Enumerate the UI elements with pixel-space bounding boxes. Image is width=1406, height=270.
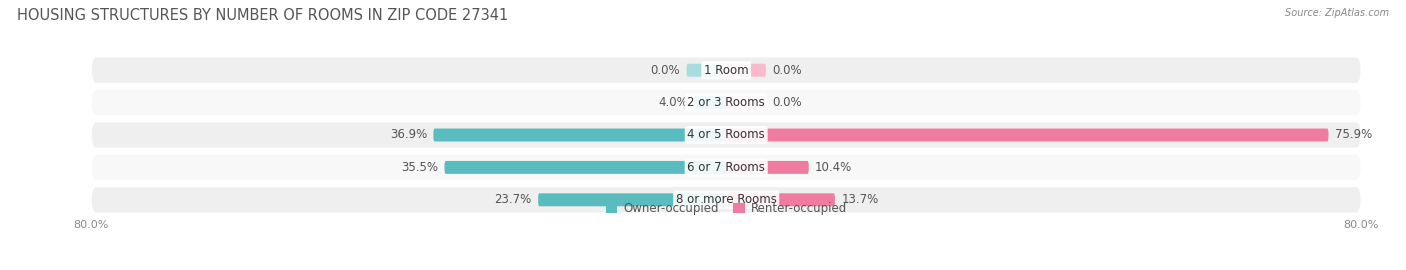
FancyBboxPatch shape [725,64,766,77]
FancyBboxPatch shape [91,187,1361,212]
FancyBboxPatch shape [725,193,835,206]
Text: 36.9%: 36.9% [389,129,427,141]
FancyBboxPatch shape [433,129,725,141]
FancyBboxPatch shape [91,58,1361,83]
Text: 6 or 7 Rooms: 6 or 7 Rooms [688,161,765,174]
Text: 1 Room: 1 Room [704,64,748,77]
Legend: Owner-occupied, Renter-occupied: Owner-occupied, Renter-occupied [600,197,852,220]
FancyBboxPatch shape [725,161,808,174]
Text: 35.5%: 35.5% [401,161,439,174]
Text: 4.0%: 4.0% [658,96,688,109]
Text: Source: ZipAtlas.com: Source: ZipAtlas.com [1285,8,1389,18]
FancyBboxPatch shape [538,193,725,206]
FancyBboxPatch shape [686,64,725,77]
Text: 0.0%: 0.0% [772,64,801,77]
FancyBboxPatch shape [725,96,766,109]
FancyBboxPatch shape [695,96,725,109]
Text: 8 or more Rooms: 8 or more Rooms [676,193,776,206]
FancyBboxPatch shape [725,129,1329,141]
Text: 10.4%: 10.4% [815,161,852,174]
Text: 0.0%: 0.0% [651,64,681,77]
FancyBboxPatch shape [91,122,1361,148]
Text: 75.9%: 75.9% [1334,129,1372,141]
FancyBboxPatch shape [444,161,725,174]
Text: HOUSING STRUCTURES BY NUMBER OF ROOMS IN ZIP CODE 27341: HOUSING STRUCTURES BY NUMBER OF ROOMS IN… [17,8,508,23]
Text: 2 or 3 Rooms: 2 or 3 Rooms [688,96,765,109]
Text: 4 or 5 Rooms: 4 or 5 Rooms [688,129,765,141]
Text: 13.7%: 13.7% [841,193,879,206]
Text: 0.0%: 0.0% [772,96,801,109]
FancyBboxPatch shape [91,90,1361,115]
Text: 23.7%: 23.7% [495,193,531,206]
FancyBboxPatch shape [91,155,1361,180]
